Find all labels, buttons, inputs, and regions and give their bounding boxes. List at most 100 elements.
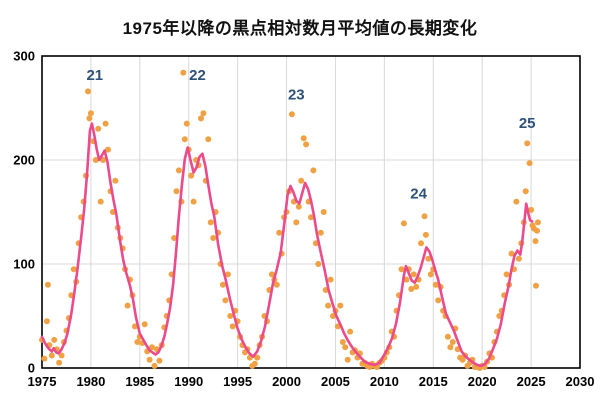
scatter-point — [295, 203, 302, 210]
scatter-point — [293, 219, 300, 226]
x-tick-label: 1980 — [76, 374, 105, 389]
scatter-point — [325, 302, 332, 309]
scatter-point — [522, 188, 529, 195]
scatter-point — [200, 110, 207, 117]
x-tick-label: 2005 — [321, 374, 350, 389]
scatter-point — [427, 271, 434, 278]
scatter-point — [222, 297, 229, 304]
scatter-point — [190, 198, 197, 205]
scatter-point — [229, 323, 236, 330]
scatter-point — [48, 352, 55, 359]
x-tick-label: 2000 — [272, 374, 301, 389]
scatter-point — [44, 281, 51, 288]
scatter-point — [173, 188, 180, 195]
y-tick-label: 0 — [28, 361, 35, 376]
scatter-point — [188, 172, 195, 179]
scatter-point — [156, 357, 163, 364]
smoothed-line — [40, 122, 534, 368]
x-tick-label: 1995 — [223, 374, 252, 389]
scatter-point — [449, 339, 456, 345]
scatter-point — [534, 227, 540, 234]
scatter-point — [327, 276, 334, 283]
y-tick-label: 300 — [13, 49, 35, 64]
scatter-point — [149, 344, 155, 351]
scatter-point — [413, 283, 420, 290]
scatter-point — [58, 352, 65, 359]
scatter-point — [435, 297, 442, 304]
scatter-point — [515, 255, 522, 262]
scatter-point — [344, 356, 351, 363]
scatter-point — [418, 240, 424, 247]
scatter-point — [447, 344, 454, 351]
scatter-point — [220, 281, 226, 288]
scatter-point — [207, 219, 214, 226]
scatter-point — [124, 302, 131, 309]
scatter-point — [86, 115, 93, 122]
scatter-point — [534, 219, 541, 226]
scatter-point — [273, 281, 280, 288]
scatter-point — [95, 125, 102, 132]
scatter-point — [444, 333, 451, 340]
scatter-point — [181, 136, 188, 143]
scatter-point — [526, 160, 533, 167]
scatter-point — [337, 302, 344, 309]
cycle-label: 24 — [410, 185, 427, 202]
scatter-point — [251, 360, 258, 367]
plot-border — [41, 55, 581, 369]
scatter-point — [276, 229, 283, 236]
scatter-point — [43, 318, 50, 325]
x-tick-label: 2030 — [566, 374, 595, 389]
scatter-point — [210, 235, 217, 241]
scatter-point — [508, 250, 515, 257]
y-tick-label: 100 — [13, 257, 35, 272]
scatter-point — [268, 271, 275, 278]
scatter-point — [408, 286, 415, 292]
scatter-point — [320, 209, 327, 215]
scatter-point — [70, 266, 77, 273]
scatter-point — [41, 355, 48, 362]
scatter-point — [303, 141, 310, 148]
x-tick-label: 1985 — [125, 374, 154, 389]
x-tick-label: 2020 — [468, 374, 497, 389]
scatter-point — [330, 313, 336, 319]
scatter-point — [403, 276, 410, 283]
scatter-point — [421, 213, 428, 220]
y-tick-label: 200 — [13, 153, 35, 168]
scatter-point — [171, 235, 178, 241]
scatter-point — [180, 69, 187, 76]
scatter-point — [92, 157, 99, 163]
scatter-point — [400, 220, 407, 227]
x-tick-label: 1990 — [174, 374, 203, 389]
scatter-point — [410, 271, 417, 278]
x-tick-label: 2010 — [370, 374, 399, 389]
chart-title: 1975年以降の黒点相対数月平均値の長期変化 — [122, 19, 478, 38]
scatter-point — [298, 177, 305, 184]
scatter-point — [317, 229, 324, 236]
scatter-point — [288, 111, 295, 118]
scatter-point — [146, 356, 153, 363]
scatter-point — [112, 177, 119, 184]
scatter-point — [422, 231, 429, 238]
cycle-label: 22 — [189, 67, 206, 84]
scatter-point — [398, 266, 405, 273]
scatter-point — [227, 313, 234, 319]
x-tick-label: 2025 — [517, 374, 546, 389]
scatter-point — [532, 238, 539, 245]
scatter-point — [513, 198, 520, 205]
scatter-point — [134, 339, 141, 345]
scatter-point — [310, 167, 317, 174]
scatter-point — [425, 255, 432, 262]
scatter-point — [315, 261, 322, 267]
scatter-point — [105, 146, 111, 153]
scatter-point — [254, 354, 261, 361]
scatter-point — [183, 120, 190, 127]
scatter-point — [342, 344, 349, 351]
scatter-point — [432, 281, 439, 288]
scatter-point — [533, 282, 539, 289]
scatter-point — [224, 271, 231, 278]
scatter-point — [151, 362, 158, 369]
scatter-point — [347, 328, 354, 335]
cycle-label: 23 — [288, 87, 305, 104]
cycle-label: 21 — [86, 67, 103, 84]
